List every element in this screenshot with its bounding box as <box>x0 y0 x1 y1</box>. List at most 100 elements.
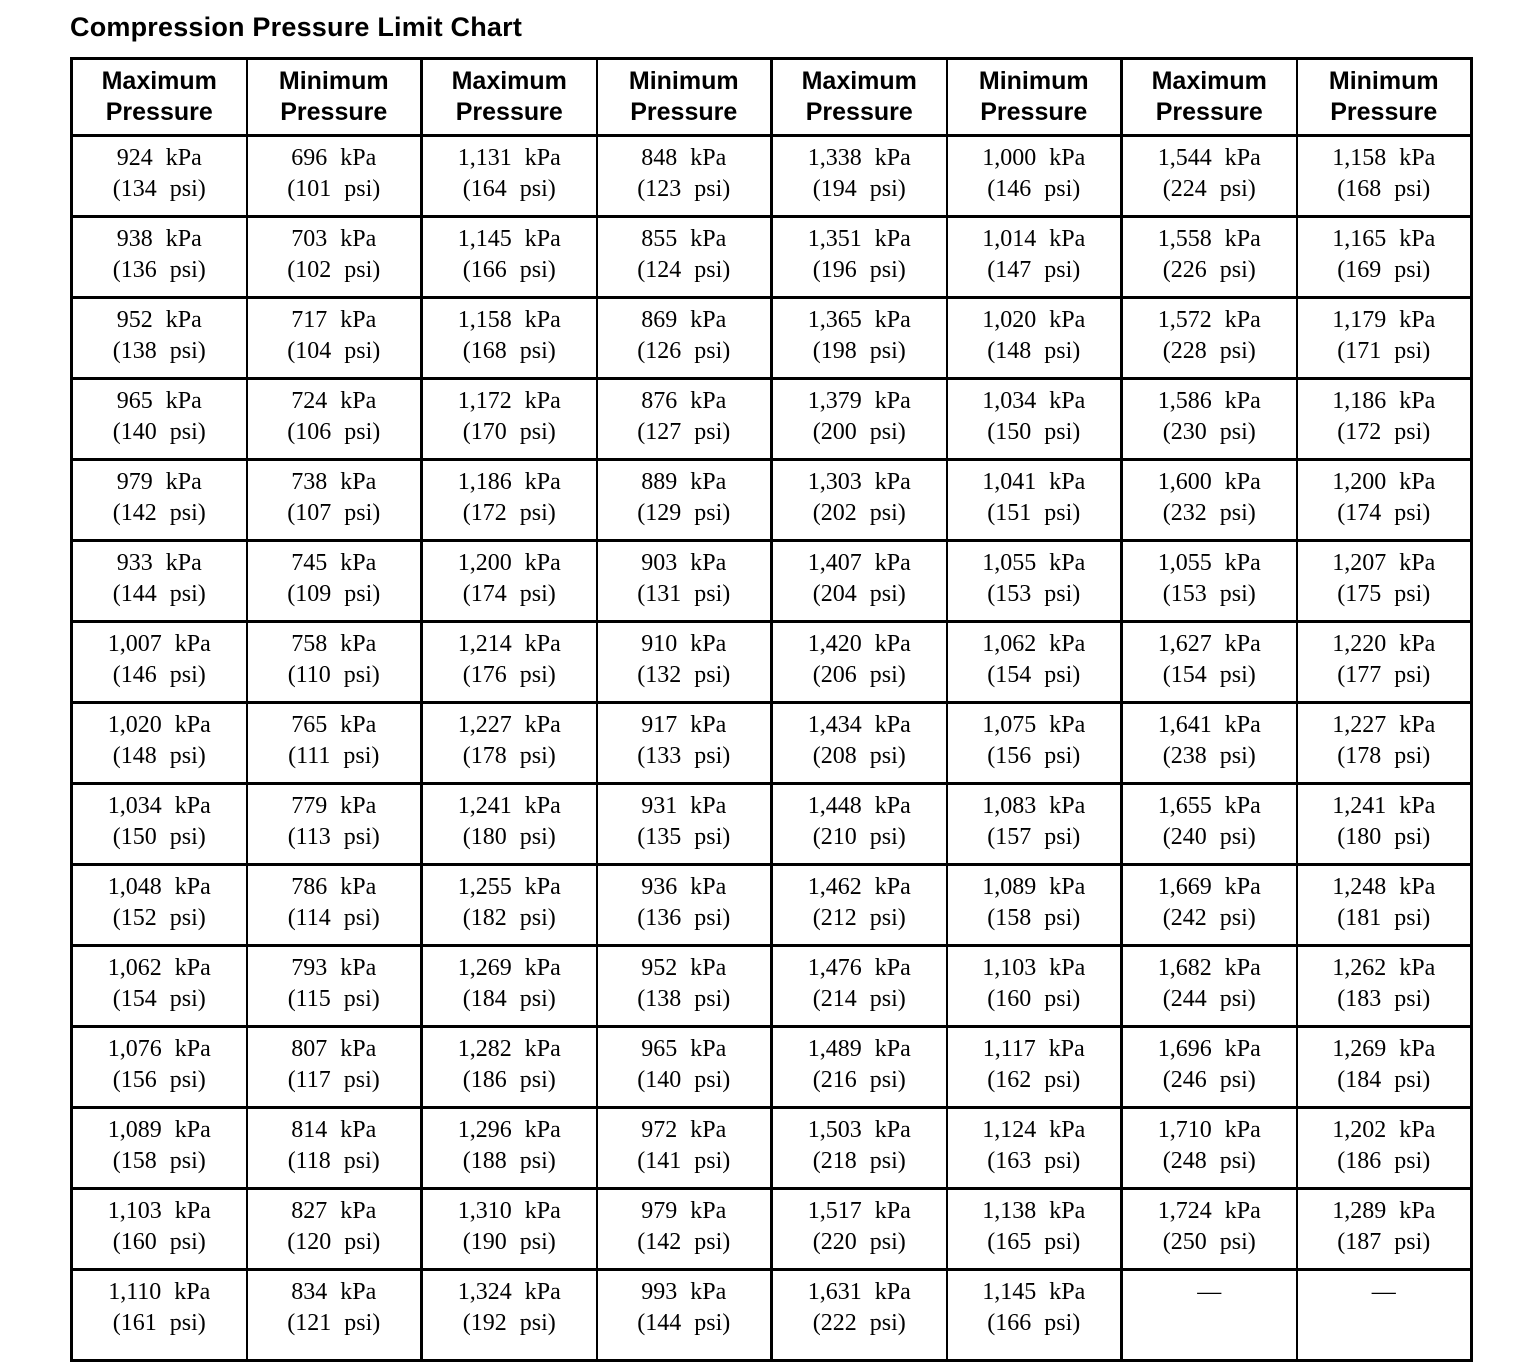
psi-value: (156 psi) <box>987 743 1081 769</box>
kpa-value: 1,310 kPa <box>457 1198 561 1224</box>
kpa-value: 1,117 kPa <box>982 1036 1085 1062</box>
psi-value: (212 psi) <box>812 905 906 931</box>
psi-value: (111 psi) <box>288 743 380 769</box>
psi-value: (186 psi) <box>1337 1148 1431 1174</box>
kpa-value: 1,041 kPa <box>982 469 1086 495</box>
kpa-value: 848 kPa <box>641 145 727 171</box>
psi-value: (133 psi) <box>637 743 731 769</box>
kpa-value: 1,241 kPa <box>1332 793 1436 819</box>
psi-value: (126 psi) <box>637 338 731 364</box>
table-cell: 952 kPa (138 psi) <box>595 944 773 1028</box>
column-header-maximum-pressure-3: Maximum Pressure <box>770 57 948 137</box>
kpa-value: 1,227 kPa <box>1332 712 1436 738</box>
kpa-value: 1,476 kPa <box>807 955 911 981</box>
kpa-value: 1,696 kPa <box>1157 1036 1261 1062</box>
psi-value: (129 psi) <box>637 500 731 526</box>
table-cell: 1,669 kPa (242 psi) <box>1120 863 1298 947</box>
table-cell: 1,282 kPa (186 psi) <box>420 1025 598 1109</box>
kpa-value: 1,014 kPa <box>982 226 1086 252</box>
kpa-value: 1,103 kPa <box>982 955 1086 981</box>
kpa-value: 993 kPa <box>641 1279 727 1305</box>
kpa-value: 1,641 kPa <box>1157 712 1261 738</box>
psi-value: (192 psi) <box>462 1310 556 1336</box>
psi-value: (222 psi) <box>812 1310 906 1336</box>
table-cell: 1,186 kPa (172 psi) <box>420 458 598 542</box>
psi-value: (176 psi) <box>462 662 556 688</box>
table-cell: 1,007 kPa (146 psi) <box>70 620 248 704</box>
table-cell: 1,600 kPa (232 psi) <box>1120 458 1298 542</box>
table-cell: 938 kPa (136 psi) <box>70 215 248 299</box>
kpa-value: 1,586 kPa <box>1157 388 1261 414</box>
table-row: 924 kPa (134 psi) 696 kPa (101 psi) 1,131 kP… <box>70 134 1473 218</box>
kpa-value: 1,055 kPa <box>1157 550 1261 576</box>
kpa-value: 1,407 kPa <box>807 550 911 576</box>
psi-value: (178 psi) <box>462 743 556 769</box>
table-cell: 910 kPa (132 psi) <box>595 620 773 704</box>
table-cell: 745 kPa (109 psi) <box>245 539 423 623</box>
kpa-value: 1,158 kPa <box>1332 145 1436 171</box>
table-cell: 1,000 kPa (146 psi) <box>945 134 1123 218</box>
table-cell: 717 kPa (104 psi) <box>245 296 423 380</box>
kpa-value: 1,089 kPa <box>982 874 1086 900</box>
table-cell: 738 kPa (107 psi) <box>245 458 423 542</box>
table-cell: 1,034 kPa (150 psi) <box>70 782 248 866</box>
table-cell: 1,020 kPa (148 psi) <box>70 701 248 785</box>
table-cell: 1,696 kPa (246 psi) <box>1120 1025 1298 1109</box>
table-cell: 834 kPa (121 psi) <box>245 1268 423 1362</box>
table-cell: 931 kPa (135 psi) <box>595 782 773 866</box>
table-row: 1,048 kPa (152 psi) 786 kPa (114 psi) 1,255 … <box>70 863 1473 947</box>
kpa-value: 1,669 kPa <box>1157 874 1261 900</box>
psi-value: (208 psi) <box>812 743 906 769</box>
table-cell: 1,179 kPa (171 psi) <box>1295 296 1473 380</box>
psi-value: (117 psi) <box>287 1067 380 1093</box>
kpa-value: 814 kPa <box>291 1117 377 1143</box>
table-cell: 1,489 kPa (216 psi) <box>770 1025 948 1109</box>
psi-value: (150 psi) <box>987 419 1081 445</box>
kpa-value: 1,172 kPa <box>457 388 561 414</box>
kpa-value: 1,627 kPa <box>1157 631 1261 657</box>
column-header-maximum-pressure-4: Maximum Pressure <box>1120 57 1298 137</box>
table-cell: 1,710 kPa (248 psi) <box>1120 1106 1298 1190</box>
psi-value: (110 psi) <box>287 662 380 688</box>
kpa-value: 1,124 kPa <box>982 1117 1086 1143</box>
table-header: Maximum Pressure Minimum Pressure Maximu… <box>70 57 1473 137</box>
kpa-value: 1,145 kPa <box>457 226 561 252</box>
table-cell: 1,655 kPa (240 psi) <box>1120 782 1298 866</box>
kpa-value: 952 kPa <box>641 955 727 981</box>
table-cell: 1,020 kPa (148 psi) <box>945 296 1123 380</box>
kpa-value: 1,207 kPa <box>1332 550 1436 576</box>
psi-value: (246 psi) <box>1162 1067 1256 1093</box>
kpa-value: 1,503 kPa <box>807 1117 911 1143</box>
table-cell: 869 kPa (126 psi) <box>595 296 773 380</box>
psi-value: (181 psi) <box>1337 905 1431 931</box>
kpa-value: 703 kPa <box>291 226 377 252</box>
psi-value: (174 psi) <box>462 581 556 607</box>
psi-value: (101 psi) <box>287 176 381 202</box>
table-row: 938 kPa (136 psi) 703 kPa (102 psi) 1,145 kP… <box>70 215 1473 299</box>
psi-value: (214 psi) <box>812 986 906 1012</box>
psi-value: (220 psi) <box>812 1229 906 1255</box>
table-cell: 1,448 kPa (210 psi) <box>770 782 948 866</box>
kpa-value: 1,255 kPa <box>457 874 561 900</box>
kpa-value: 1,076 kPa <box>107 1036 211 1062</box>
kpa-value: 1,020 kPa <box>982 307 1086 333</box>
kpa-value: 1,489 kPa <box>807 1036 911 1062</box>
table-cell: 889 kPa (129 psi) <box>595 458 773 542</box>
table-cell: 703 kPa (102 psi) <box>245 215 423 299</box>
psi-value: (194 psi) <box>812 176 906 202</box>
psi-value: (172 psi) <box>1337 419 1431 445</box>
psi-value: (202 psi) <box>812 500 906 526</box>
table-cell: 1,089 kPa (158 psi) <box>945 863 1123 947</box>
kpa-value: 1,296 kPa <box>457 1117 561 1143</box>
table-cell: 1,083 kPa (157 psi) <box>945 782 1123 866</box>
table-cell: 1,351 kPa (196 psi) <box>770 215 948 299</box>
table-row: 1,020 kPa (148 psi) 765 kPa (111 psi) 1,227 … <box>70 701 1473 785</box>
table-cell: — <box>1295 1268 1473 1362</box>
table-cell: 1,124 kPa (163 psi) <box>945 1106 1123 1190</box>
table-cell: 1,014 kPa (147 psi) <box>945 215 1123 299</box>
psi-value: (152 psi) <box>112 905 206 931</box>
table-row: 1,103 kPa (160 psi) 827 kPa (120 psi) 1,310 … <box>70 1187 1473 1271</box>
psi-value: (226 psi) <box>1162 257 1256 283</box>
psi-value: (157 psi) <box>987 824 1081 850</box>
psi-value: (115 psi) <box>287 986 380 1012</box>
